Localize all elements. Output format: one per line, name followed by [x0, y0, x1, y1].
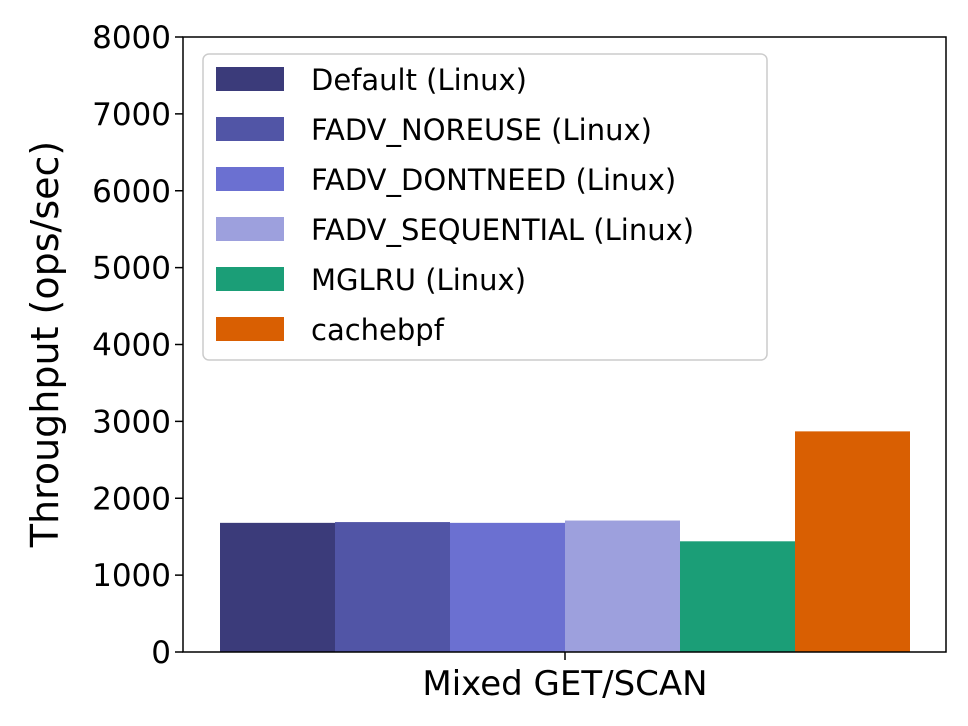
- legend-label: Default (Linux): [311, 63, 527, 97]
- y-tick-label: 2000: [92, 481, 171, 517]
- legend-swatch: [216, 167, 284, 191]
- y-axis: 0 1000 2000 3000 4000 5000 6000 7000 8000: [92, 20, 183, 671]
- bars-layer: [220, 431, 910, 652]
- legend: Default (Linux) FADV_NOREUSE (Linux) FADV_…: [202, 53, 768, 361]
- y-tick-label: 0: [151, 635, 171, 671]
- legend-frame: [202, 53, 768, 361]
- y-tick-label: 1000: [92, 558, 171, 594]
- legend-swatch: [216, 267, 284, 291]
- y-tick-label: 3000: [92, 404, 171, 440]
- x-tick-label: Mixed GET/SCAN: [422, 664, 707, 704]
- bar-default-linux: [220, 522, 335, 652]
- y-tick-label: 4000: [92, 328, 171, 364]
- legend-label: cachebpf: [311, 313, 445, 347]
- bar-fadv-noreuse-linux: [335, 522, 450, 652]
- bar-mglru-linux: [680, 541, 795, 652]
- legend-label: FADV_NOREUSE (Linux): [311, 113, 652, 147]
- legend-swatch: [216, 317, 284, 341]
- y-tick-label: 8000: [92, 20, 171, 56]
- legend-label: FADV_DONTNEED (Linux): [311, 163, 676, 197]
- y-tick-label: 7000: [92, 97, 171, 133]
- legend-swatch: [216, 217, 284, 241]
- legend-label: FADV_SEQUENTIAL (Linux): [311, 213, 694, 247]
- y-axis-label: Throughput (ops/sec): [23, 141, 67, 549]
- legend-swatch: [216, 67, 284, 91]
- x-axis: Mixed GET/SCAN: [422, 652, 708, 704]
- bar-cachebpf: [795, 431, 910, 652]
- bar-fadv-sequential-linux: [565, 520, 680, 652]
- y-tick-label: 6000: [92, 174, 171, 210]
- bar-fadv-dontneed-linux: [450, 522, 565, 652]
- y-tick-label: 5000: [92, 251, 171, 287]
- legend-swatch: [216, 117, 284, 141]
- legend-label: MGLRU (Linux): [311, 263, 526, 297]
